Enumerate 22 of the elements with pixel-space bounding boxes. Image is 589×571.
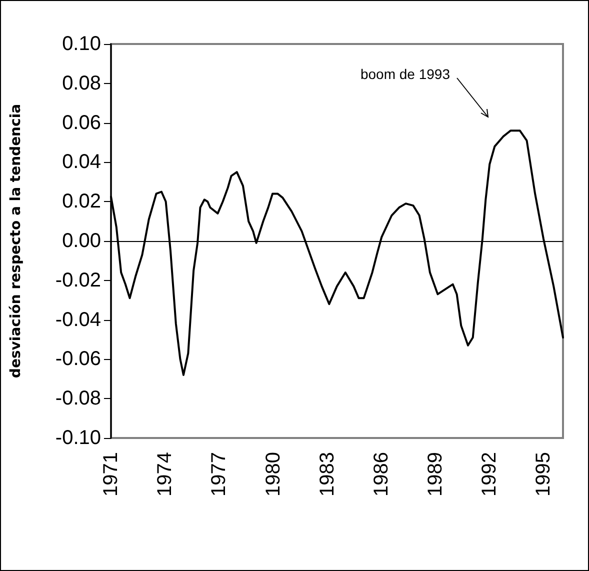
y-tick-label: -0.10: [55, 427, 101, 449]
y-axis-title: desviación respecto a la tendencia: [8, 104, 24, 378]
x-tick-label: 1977: [208, 452, 230, 496]
x-tick-label: 1989: [424, 452, 447, 496]
y-tick-label: 0.08: [62, 72, 101, 94]
y-tick-label: -0.04: [55, 308, 101, 331]
y-tick-label: 0.02: [62, 190, 101, 213]
y-tick-label: 0.04: [62, 151, 101, 174]
annotation: boom de 1993: [360, 66, 450, 82]
y-tick-label: -0.02: [55, 269, 101, 292]
x-tick-label: 1971: [100, 452, 122, 496]
y-tick-label: 0.10: [62, 33, 101, 55]
x-tick-label: 1974: [154, 452, 176, 496]
x-tick-label: 1995: [532, 452, 555, 496]
y-tick-label: -0.08: [55, 388, 101, 410]
y-tick-label: 0.06: [62, 112, 101, 134]
x-tick-label: 1992: [478, 452, 501, 496]
x-tick-label: 1986: [370, 452, 392, 496]
x-tick-label: 1983: [316, 452, 338, 496]
y-tick-label: -0.06: [55, 348, 101, 370]
y-tick-label: 0.00: [62, 230, 101, 252]
x-tick-label: 1980: [262, 452, 284, 496]
